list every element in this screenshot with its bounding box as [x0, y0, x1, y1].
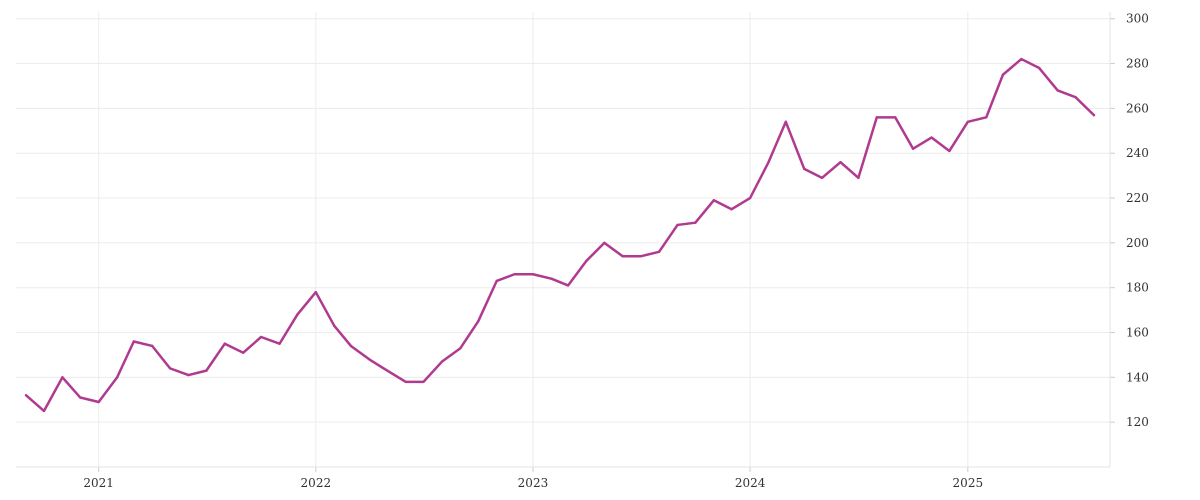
x-tick-label: 2022	[301, 476, 332, 490]
y-tick-label: 280	[1126, 57, 1149, 71]
data-point	[894, 116, 897, 119]
series-group	[24, 57, 1096, 413]
data-point	[1074, 95, 1077, 99]
data-point	[966, 120, 970, 124]
data-point	[748, 196, 752, 200]
data-point	[1038, 66, 1041, 70]
y-tick-label: 240	[1126, 146, 1149, 160]
data-point	[585, 259, 588, 262]
data-point	[784, 120, 787, 124]
data-point	[368, 358, 371, 361]
x-tick-label: 2021	[83, 476, 114, 490]
y-tick-label: 300	[1126, 12, 1149, 26]
data-point	[223, 342, 227, 345]
data-point	[79, 396, 82, 399]
data-point	[1001, 73, 1005, 76]
data-point	[349, 344, 353, 348]
data-point	[1092, 113, 1096, 117]
data-point	[875, 116, 879, 119]
data-point	[513, 273, 516, 276]
data-point	[1056, 89, 1059, 92]
horizontal-gridlines	[16, 18, 1115, 423]
data-point	[115, 376, 119, 379]
series-line	[24, 57, 1096, 413]
data-point	[205, 369, 208, 372]
data-point	[857, 176, 860, 180]
data-point	[531, 273, 535, 276]
y-tick-label: 160	[1126, 326, 1149, 340]
data-point	[42, 409, 46, 413]
y-tick-labels: 120 140 160 180 200 220 240 260 280 300	[1126, 12, 1149, 429]
data-point	[259, 335, 263, 339]
data-point	[404, 380, 407, 384]
data-point	[694, 221, 697, 224]
data-point	[948, 149, 951, 153]
data-point	[676, 223, 679, 227]
data-point	[459, 347, 462, 350]
y-tick-label: 260	[1126, 101, 1149, 115]
x-tick-label: 2025	[953, 476, 984, 490]
data-point	[168, 367, 172, 370]
data-point	[278, 342, 281, 345]
data-point	[566, 284, 570, 287]
data-point	[767, 160, 770, 164]
data-point	[1020, 57, 1023, 61]
y-tick-label: 200	[1126, 236, 1149, 250]
data-point	[97, 400, 100, 404]
data-point	[985, 116, 988, 119]
data-point	[61, 376, 64, 379]
data-point	[495, 279, 498, 283]
x-tick-label: 2024	[735, 476, 766, 490]
x-tick-label: 2023	[518, 476, 549, 490]
data-point	[477, 320, 480, 323]
data-point	[657, 250, 661, 254]
data-point	[712, 199, 716, 202]
data-point	[820, 176, 824, 180]
x-tick-labels: 2021 2022 2023 2024 2025	[83, 476, 983, 490]
data-point	[803, 167, 806, 171]
data-point	[440, 360, 444, 363]
data-point	[639, 255, 642, 258]
data-point	[296, 313, 299, 316]
vertical-gridlines	[98, 12, 969, 472]
data-point	[187, 373, 190, 377]
data-point	[911, 147, 915, 150]
data-point	[386, 369, 389, 372]
data-point	[839, 160, 842, 164]
data-point	[151, 344, 154, 348]
data-point	[730, 208, 733, 211]
data-point	[603, 241, 606, 245]
data-point	[314, 290, 318, 294]
y-tick-label: 140	[1126, 370, 1149, 384]
y-tick-label: 220	[1126, 191, 1149, 205]
data-point	[132, 340, 135, 343]
data-point	[930, 136, 933, 139]
data-point	[550, 277, 553, 280]
data-point	[621, 255, 624, 258]
data-point	[422, 380, 425, 384]
y-tick-label: 180	[1126, 281, 1149, 295]
data-point	[24, 394, 28, 397]
y-tick-label: 120	[1126, 415, 1149, 429]
data-point	[242, 351, 245, 354]
data-point	[333, 324, 336, 327]
